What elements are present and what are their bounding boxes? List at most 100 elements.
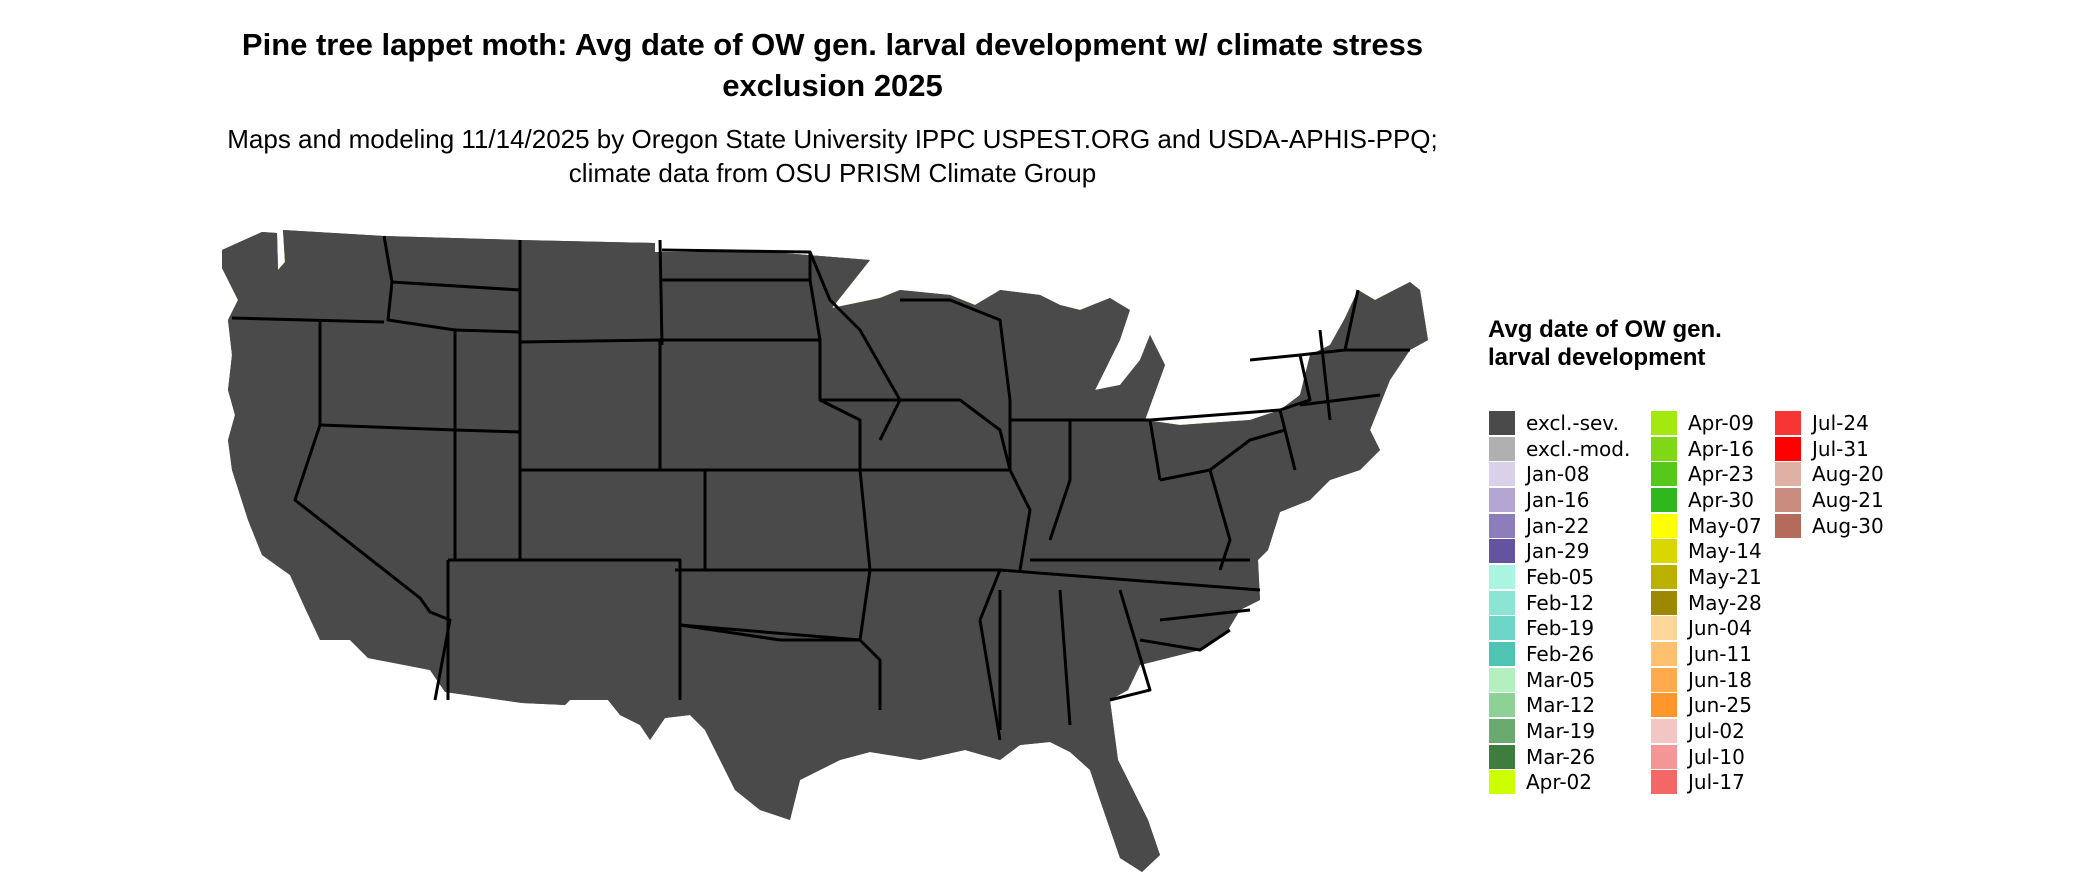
legend-swatch xyxy=(1651,436,1677,461)
legend-swatch xyxy=(1651,487,1677,512)
legend-swatch xyxy=(1775,410,1801,435)
legend-label: Feb-05 xyxy=(1526,564,1595,589)
legend-item: Mar-12 xyxy=(1489,693,1630,719)
legend-item: Jan-22 xyxy=(1489,513,1630,539)
legend-label: Aug-21 xyxy=(1812,487,1884,512)
legend-item: Feb-05 xyxy=(1489,564,1630,590)
legend-swatch xyxy=(1651,410,1677,435)
legend-title: Avg date of OW gen. larval development xyxy=(1488,316,1722,371)
map-title: Pine tree lappet moth: Avg date of OW ge… xyxy=(241,27,1424,103)
legend-swatch xyxy=(1651,539,1677,564)
legend-item: Feb-12 xyxy=(1489,590,1630,616)
legend-item: Jul-31 xyxy=(1775,436,1884,462)
legend-label: Apr-02 xyxy=(1526,770,1592,795)
legend-item: May-28 xyxy=(1651,590,1762,616)
legend-item: May-07 xyxy=(1651,513,1762,539)
legend-item: Jul-10 xyxy=(1651,744,1762,770)
legend-item: Apr-09 xyxy=(1651,410,1762,436)
legend-swatch xyxy=(1775,436,1801,461)
legend-swatch xyxy=(1651,513,1677,538)
legend-swatch xyxy=(1775,513,1801,538)
legend-label: Jan-16 xyxy=(1526,487,1590,512)
legend-item: Feb-19 xyxy=(1489,616,1630,642)
state-borders xyxy=(231,235,1410,741)
legend-swatch xyxy=(1489,462,1515,487)
legend-label: Jan-29 xyxy=(1526,539,1590,564)
legend-item: Aug-20 xyxy=(1775,461,1884,487)
legend-item: May-14 xyxy=(1651,538,1762,564)
legend-label: Apr-16 xyxy=(1688,436,1754,461)
legend-label: Feb-26 xyxy=(1526,642,1595,667)
legend-swatch xyxy=(1651,744,1677,769)
legend-swatch xyxy=(1489,410,1515,435)
legend-swatch xyxy=(1489,487,1515,512)
legend-label: Jan-22 xyxy=(1526,513,1590,538)
legend-swatch xyxy=(1489,667,1515,692)
legend-label: Mar-19 xyxy=(1526,719,1596,744)
legend-item: Apr-02 xyxy=(1489,770,1630,796)
legend-swatch xyxy=(1489,642,1515,667)
legend-label: Jun-25 xyxy=(1688,693,1752,718)
legend-label: excl.-sev. xyxy=(1526,410,1619,435)
legend-label: excl.-mod. xyxy=(1526,436,1631,461)
legend-label: Apr-30 xyxy=(1688,487,1754,512)
legend-column-3: Jul-24 Jul-31 Aug-20 Aug-21 Aug-30 xyxy=(1775,410,1884,538)
legend-item: Jul-24 xyxy=(1775,410,1884,436)
legend-item: Aug-30 xyxy=(1775,513,1884,539)
legend-label: Jul-17 xyxy=(1688,770,1745,795)
legend-label: Jan-08 xyxy=(1526,462,1590,487)
legend-label: Feb-19 xyxy=(1526,616,1595,641)
legend-label: May-07 xyxy=(1688,513,1762,538)
legend-swatch xyxy=(1489,744,1515,769)
legend-swatch xyxy=(1489,693,1515,718)
legend-swatch xyxy=(1489,616,1515,641)
legend-item: Mar-19 xyxy=(1489,718,1630,744)
legend-label: Feb-12 xyxy=(1526,590,1595,615)
legend-label: Aug-30 xyxy=(1812,513,1884,538)
legend-swatch xyxy=(1651,462,1677,487)
legend-item: Jul-02 xyxy=(1651,718,1762,744)
legend-item: Feb-26 xyxy=(1489,641,1630,667)
legend-swatch xyxy=(1651,590,1677,615)
legend-label: Jun-11 xyxy=(1688,642,1752,667)
legend-item: Jun-18 xyxy=(1651,667,1762,693)
legend-label: Jun-04 xyxy=(1688,616,1752,641)
legend-swatch xyxy=(1775,487,1801,512)
legend-label: May-21 xyxy=(1688,564,1762,589)
legend-item: Mar-05 xyxy=(1489,667,1630,693)
legend-label: Mar-26 xyxy=(1526,744,1596,769)
legend-swatch xyxy=(1489,539,1515,564)
legend-column-1: excl.-sev. excl.-mod. Jan-08 Jan-16 Jan-22 Ja… xyxy=(1489,410,1630,795)
legend-label: Jul-31 xyxy=(1812,436,1869,461)
map-subtitle: Maps and modeling 11/14/2025 by Oregon S… xyxy=(227,124,1438,188)
legend-item: Mar-26 xyxy=(1489,744,1630,770)
legend-swatch xyxy=(1489,719,1515,744)
legend-swatch xyxy=(1489,770,1515,795)
legend-swatch xyxy=(1775,462,1801,487)
legend-item: excl.-sev. xyxy=(1489,410,1630,436)
legend-swatch xyxy=(1489,564,1515,589)
lake-superior xyxy=(880,262,1010,300)
legend-swatch xyxy=(1489,513,1515,538)
legend-item: Jan-08 xyxy=(1489,461,1630,487)
legend-item: Jan-16 xyxy=(1489,487,1630,513)
legend-swatch xyxy=(1651,693,1677,718)
legend-item: Jul-17 xyxy=(1651,770,1762,796)
legend-swatch xyxy=(1489,436,1515,461)
legend-item: Jan-29 xyxy=(1489,538,1630,564)
lake-erie xyxy=(1150,380,1230,410)
legend-swatch xyxy=(1651,770,1677,795)
legend-swatch xyxy=(1651,616,1677,641)
legend-label: Jun-18 xyxy=(1688,667,1752,692)
legend-label: Apr-09 xyxy=(1688,410,1754,435)
lake-ontario xyxy=(1235,345,1280,365)
legend-label: Aug-20 xyxy=(1812,462,1884,487)
legend-label: Jul-10 xyxy=(1688,744,1745,769)
legend-item: Apr-16 xyxy=(1651,436,1762,462)
legend-label: Apr-23 xyxy=(1688,462,1754,487)
legend-label: Jul-24 xyxy=(1812,410,1869,435)
legend-item: Aug-21 xyxy=(1775,487,1884,513)
legend-swatch xyxy=(1651,719,1677,744)
legend-swatch xyxy=(1651,667,1677,692)
